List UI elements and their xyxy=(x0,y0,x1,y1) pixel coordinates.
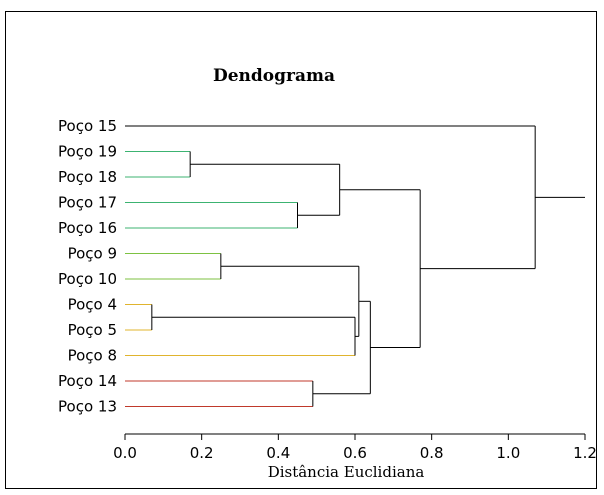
x-tick-label-1-0: 1.0 xyxy=(496,444,520,462)
leaf-label-poco-18: Poço 18 xyxy=(58,168,117,186)
x-tick-label-0-6: 0.6 xyxy=(343,444,367,462)
leaf-label-poco-15: Poço 15 xyxy=(58,117,117,135)
chart-title: Dendograma xyxy=(213,66,335,86)
x-tick-label-0-2: 0.2 xyxy=(190,444,214,462)
dendrogram-links xyxy=(125,125,585,407)
leaf-label-poco-4: Poço 4 xyxy=(68,296,117,314)
x-tick-label-0-4: 0.4 xyxy=(266,444,290,462)
leaf-label-poco-10: Poço 10 xyxy=(58,270,117,288)
leaf-labels: Poço 15 Poço 19 Poço 18 Poço 17 Poço 16 Poço … xyxy=(58,117,117,416)
chart-frame: Dendograma Poço 15 Poço 19 Poço 18 Poço 17 P… xyxy=(5,11,597,489)
leaf-label-poco-17: Poço 17 xyxy=(58,194,117,212)
leaf-label-poco-5: Poço 5 xyxy=(68,321,117,339)
leaf-label-poco-9: Poço 9 xyxy=(68,245,117,263)
x-axis: 0.0 0.2 0.4 0.6 0.8 1.0 1.2 xyxy=(113,433,596,462)
leaf-label-poco-16: Poço 16 xyxy=(58,219,117,237)
leaf-label-poco-19: Poço 19 xyxy=(58,143,117,161)
leaf-label-poco-14: Poço 14 xyxy=(58,372,117,390)
x-ticks: 0.0 0.2 0.4 0.6 0.8 1.0 1.2 xyxy=(113,434,596,462)
leaf-label-poco-13: Poço 13 xyxy=(58,398,117,416)
leaf-label-poco-8: Poço 8 xyxy=(68,347,117,365)
x-tick-label-1-2: 1.2 xyxy=(573,444,596,462)
x-tick-label-0-8: 0.8 xyxy=(420,444,444,462)
x-axis-title: Distância Euclidiana xyxy=(268,463,425,481)
x-tick-label-0-0: 0.0 xyxy=(113,444,137,462)
